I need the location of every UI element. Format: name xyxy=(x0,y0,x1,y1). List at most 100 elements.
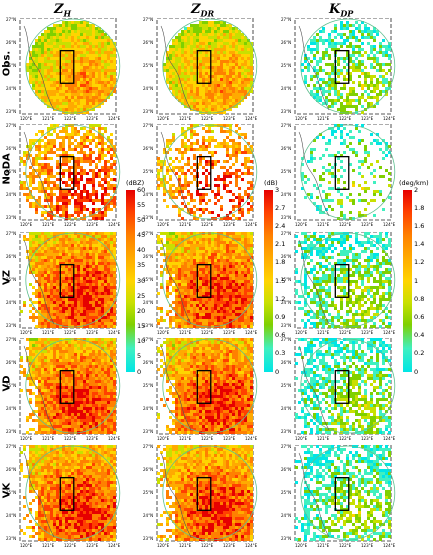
lat-label: 27°N xyxy=(281,17,292,22)
lon-label: 121°E xyxy=(42,436,55,441)
lon-label: 124°E xyxy=(108,543,121,548)
lon-label: 122°E xyxy=(64,116,77,121)
colorbar-tick: 0.9 xyxy=(275,312,286,321)
analysis-box xyxy=(196,49,212,84)
colorbar-zh xyxy=(126,190,135,372)
colorbar-tick: 0 xyxy=(137,367,142,376)
lat-label: 23°N xyxy=(143,536,154,541)
radar-echo xyxy=(26,21,116,114)
lat-label: 23°N xyxy=(281,536,292,541)
colorbar-tick: 45 xyxy=(137,231,146,239)
radar-panel-kdp-2: 27°N 26°N 25°N 24°N 23°N 120°E 121°E 122°E 123°E… xyxy=(281,231,397,335)
lat-label: 23°N xyxy=(281,323,292,328)
lon-label: 124°E xyxy=(383,116,396,121)
lat-label: 23°N xyxy=(143,323,154,328)
lat-label: 25°N xyxy=(6,169,17,174)
colorbar-tick: 2 xyxy=(414,185,419,194)
radar-map xyxy=(19,232,121,329)
radar-echo xyxy=(20,124,116,220)
column-symbol: Z xyxy=(54,2,64,17)
colorbar-tick: 1.8 xyxy=(275,258,286,267)
lon-label: 122°E xyxy=(64,222,77,227)
lat-label: 27°N xyxy=(6,123,17,128)
radar-panel-kdp-0: 27°N 26°N 25°N 24°N 23°N 120°E 121°E 122°E 123°E… xyxy=(281,17,397,121)
colorbar-tick: 40 xyxy=(137,246,146,255)
lon-label: 120°E xyxy=(157,222,170,227)
colorbar-zdr xyxy=(264,190,273,372)
lon-label: 122°E xyxy=(201,222,214,227)
radar-panel-zdr-4: 27°N 26°N 25°N 24°N 23°N 120°E 121°E 122°E 123°E… xyxy=(143,444,259,548)
range-ring xyxy=(300,232,396,328)
lat-label: 23°N xyxy=(281,429,292,434)
lon-label: 124°E xyxy=(108,116,121,121)
colorbar-tick: 55 xyxy=(137,200,146,209)
range-ring xyxy=(25,18,121,114)
radar-echo xyxy=(295,232,391,328)
lat-label: 25°N xyxy=(281,277,292,282)
radar-map xyxy=(156,124,258,221)
lat-label: 25°N xyxy=(6,63,17,68)
lat-label: 27°N xyxy=(143,231,154,236)
lon-label: 124°E xyxy=(245,116,258,121)
colorbar-tick: 30 xyxy=(137,276,146,285)
colorbar-tick: 15 xyxy=(137,322,146,330)
lon-label: 123°E xyxy=(361,543,374,548)
radar-map xyxy=(156,232,258,329)
lon-label: 124°E xyxy=(108,222,121,227)
lon-label: 121°E xyxy=(42,330,55,335)
analysis-box xyxy=(334,476,350,511)
coastline xyxy=(160,131,192,217)
lat-label: 26°N xyxy=(6,146,17,151)
lat-label: 27°N xyxy=(281,337,292,342)
lon-label: 122°E xyxy=(339,330,352,335)
lat-label: 24°N xyxy=(281,86,292,91)
lat-label: 24°N xyxy=(6,300,17,305)
coastline xyxy=(298,25,330,111)
column-title-zh: ZH xyxy=(54,2,71,19)
lon-label: 124°E xyxy=(245,330,258,335)
lon-label: 123°E xyxy=(361,436,374,441)
coastline xyxy=(298,131,330,217)
analysis-box xyxy=(334,263,350,298)
lon-label: 121°E xyxy=(317,116,330,121)
lat-label: 27°N xyxy=(6,337,17,342)
radar-map xyxy=(294,445,396,542)
lon-label: 123°E xyxy=(86,116,99,121)
lon-label: 121°E xyxy=(317,222,330,227)
lat-label: 26°N xyxy=(281,467,292,472)
colorbar-tick: 0.3 xyxy=(275,349,286,358)
coastline xyxy=(23,452,55,538)
column-title-zdr: ZDR xyxy=(191,2,214,19)
lat-label: 24°N xyxy=(281,406,292,411)
colorbar-tick: 1 xyxy=(414,276,419,285)
range-ring xyxy=(25,338,121,434)
range-ring xyxy=(162,124,258,220)
column-symbol: Z xyxy=(191,2,201,17)
column-subscript: DP xyxy=(340,8,354,19)
lon-label: 124°E xyxy=(108,330,121,335)
lon-label: 123°E xyxy=(223,222,236,227)
radar-echo xyxy=(20,338,116,434)
lat-label: 26°N xyxy=(143,360,154,365)
lon-label: 120°E xyxy=(20,116,33,121)
lon-label: 124°E xyxy=(383,222,396,227)
radar-echo xyxy=(295,445,391,541)
lat-label: 27°N xyxy=(281,123,292,128)
radar-panel-zh-0: 27°N 26°N 25°N 24°N 23°N 120°E 121°E 122°E 123°E… xyxy=(6,17,122,121)
colorbar-tick: 0.2 xyxy=(414,349,425,358)
lat-label: 26°N xyxy=(281,40,292,45)
lon-label: 122°E xyxy=(339,222,352,227)
lat-label: 27°N xyxy=(143,17,154,22)
coastline xyxy=(160,345,192,431)
lat-label: 27°N xyxy=(143,444,154,449)
lon-label: 122°E xyxy=(201,436,214,441)
colorbar-tick: 60 xyxy=(137,185,146,194)
column-symbol: K xyxy=(329,2,341,17)
radar-panel-zh-2: 27°N 26°N 25°N 24°N 23°N 120°E 121°E 122°E 123°E… xyxy=(6,231,122,335)
radar-map xyxy=(19,18,121,115)
lon-label: 124°E xyxy=(383,436,396,441)
lon-label: 120°E xyxy=(157,330,170,335)
lat-label: 25°N xyxy=(6,277,17,282)
lat-label: 27°N xyxy=(6,231,17,236)
lat-label: 23°N xyxy=(143,215,154,220)
